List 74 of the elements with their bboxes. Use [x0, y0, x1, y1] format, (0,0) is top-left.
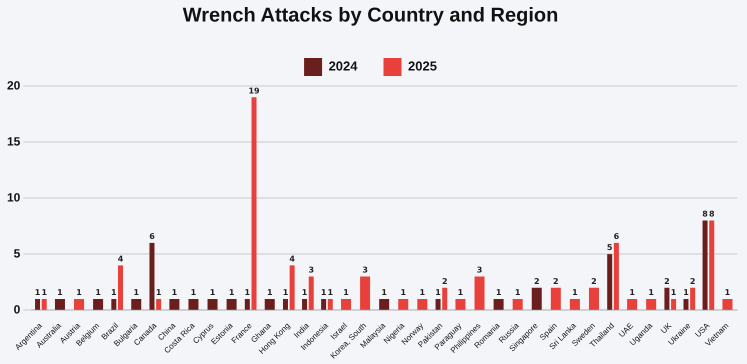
data-label: 8	[708, 210, 715, 219]
y-tick-label: 5	[14, 246, 21, 260]
data-label: 8	[702, 210, 708, 219]
bar	[683, 298, 688, 310]
data-label: 1	[133, 288, 140, 298]
data-label: 2	[591, 276, 597, 286]
bar	[417, 298, 428, 310]
bar	[436, 298, 441, 310]
bar	[550, 288, 561, 310]
data-label: 3	[476, 266, 482, 275]
data-label: 1	[328, 288, 334, 298]
data-label: 1	[670, 288, 677, 298]
data-label: 6	[149, 232, 156, 242]
data-label: 3	[308, 266, 314, 275]
data-label: 1	[156, 288, 162, 298]
data-label: 1	[76, 288, 82, 298]
data-label: 2	[534, 276, 540, 286]
bar	[646, 298, 656, 310]
data-label: 2	[664, 276, 670, 286]
data-label: 1	[210, 288, 216, 298]
data-label: 1	[420, 288, 426, 298]
data-label: 2	[442, 276, 448, 286]
data-label: 1	[381, 288, 388, 298]
data-label: 4	[289, 254, 296, 264]
data-label: 1	[514, 288, 521, 298]
bar	[512, 298, 523, 310]
bar	[455, 298, 466, 310]
bar	[588, 288, 599, 310]
data-label: 5	[606, 243, 613, 252]
legend-label: 2025	[408, 58, 437, 74]
data-label: 1	[34, 288, 41, 298]
data-label: 3	[362, 266, 368, 275]
legend-label: 2024	[328, 58, 358, 74]
data-label: 1	[228, 288, 235, 298]
data-label: 1	[683, 288, 690, 298]
bar	[722, 298, 732, 310]
data-label: 1	[302, 288, 308, 298]
data-label: 1	[648, 288, 654, 298]
data-label: 1	[172, 288, 178, 298]
data-label: 1	[435, 288, 442, 298]
bar	[607, 254, 612, 310]
bar	[570, 298, 580, 310]
chart-title: Wrench Attacks by Country and Region	[182, 4, 558, 27]
data-label: 1	[343, 288, 350, 298]
y-tick-label: 0	[14, 302, 21, 317]
data-label: 1	[95, 288, 102, 298]
data-label: 1	[400, 288, 406, 298]
data-label: 4	[118, 254, 124, 264]
data-label: 1	[458, 288, 464, 298]
data-label: 2	[690, 276, 696, 286]
bar	[702, 220, 708, 310]
data-label: 1	[41, 288, 48, 298]
data-label: 1	[572, 288, 578, 298]
data-label: 1	[111, 288, 118, 298]
bar	[474, 276, 485, 310]
data-label: 1	[629, 288, 636, 298]
data-label: 1	[320, 288, 327, 298]
bar	[360, 276, 370, 310]
y-tick-label: 15	[6, 134, 21, 148]
data-label: 6	[614, 232, 620, 242]
data-label: 19	[248, 86, 260, 96]
bar	[398, 298, 408, 310]
y-tick-label: 20	[6, 78, 21, 92]
bar	[664, 288, 670, 310]
data-label: 1	[244, 288, 251, 298]
bar	[627, 298, 638, 310]
data-label: 1	[496, 288, 502, 298]
data-label: 1	[266, 288, 273, 298]
data-label: 1	[190, 288, 197, 298]
data-label: 1	[282, 288, 289, 298]
data-label: 1	[724, 288, 731, 298]
y-tick-label: 10	[6, 190, 21, 204]
data-label: 2	[553, 276, 559, 286]
data-label: 1	[57, 288, 64, 298]
